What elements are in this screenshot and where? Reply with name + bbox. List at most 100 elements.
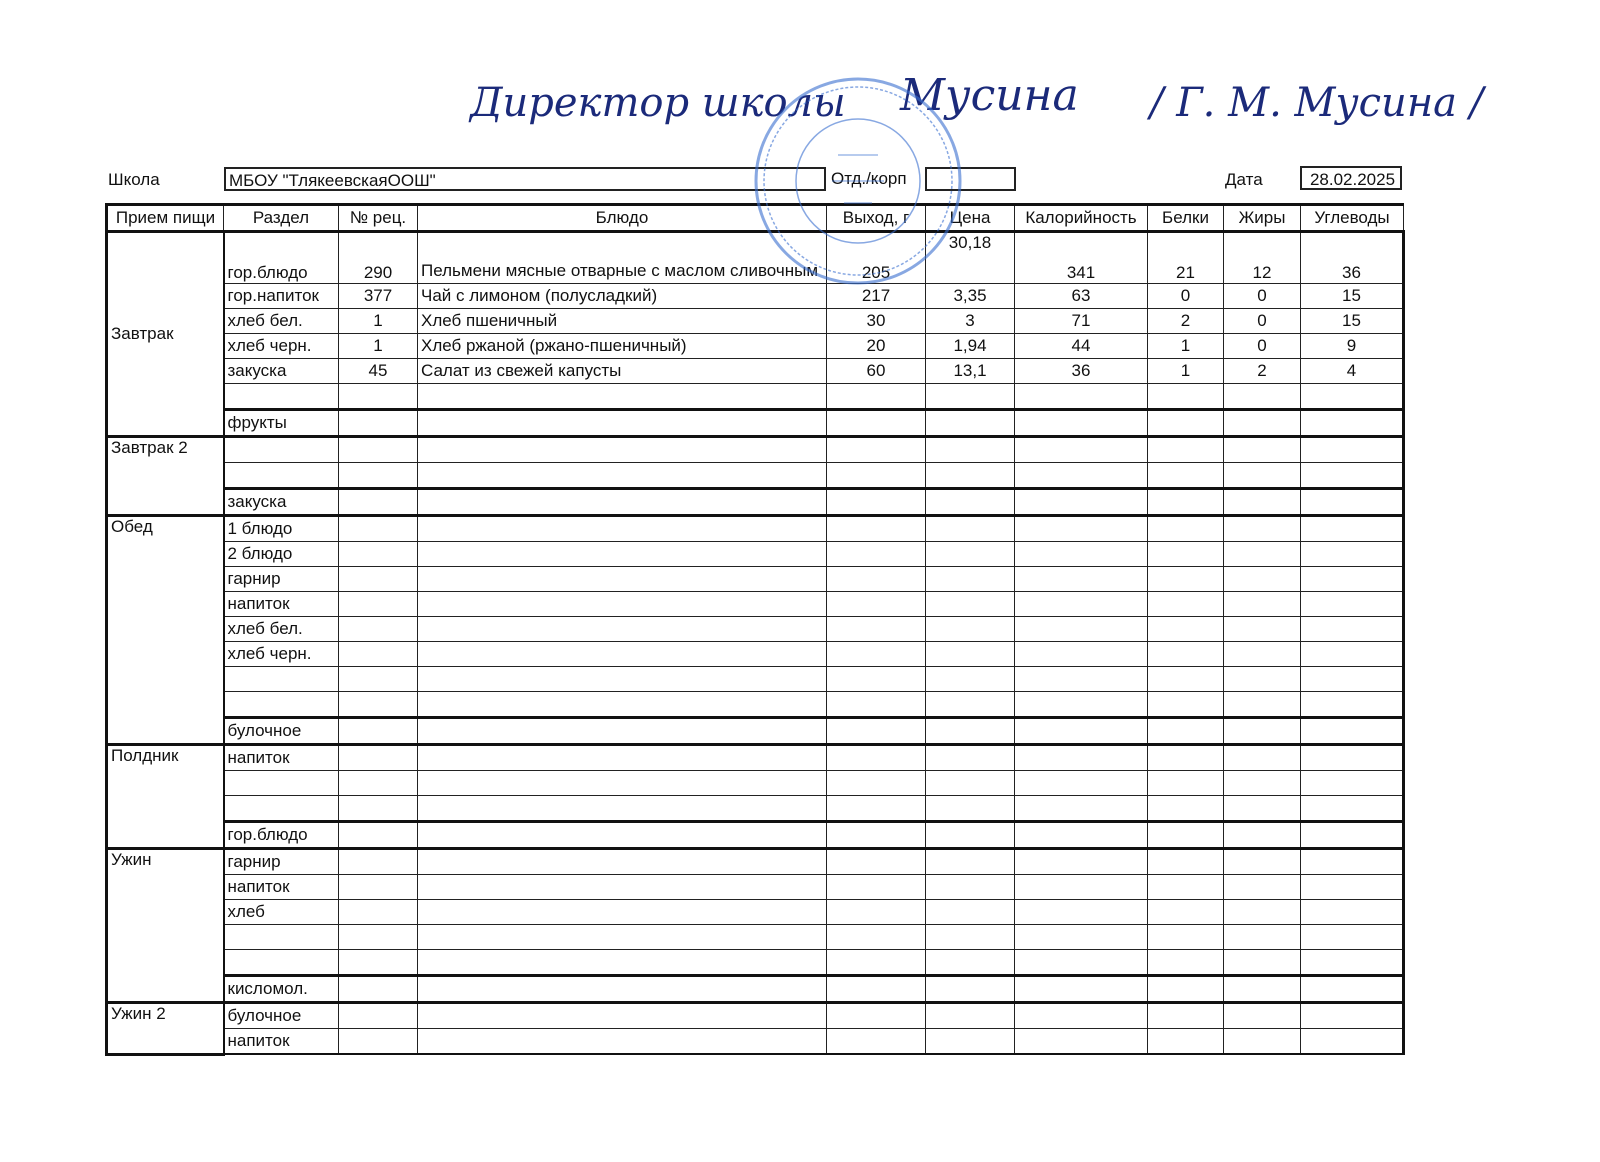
school-field: МБОУ "ТлякеевскаяООШ" [224,167,826,191]
cell-yield [826,974,926,1003]
cell-yield [826,514,926,542]
cell-carbs [1300,847,1405,875]
date-label: Дата [1225,170,1263,189]
cell-recipe [338,641,418,667]
cell-fat [1223,716,1301,745]
cell-yield [826,1001,926,1029]
column-header: Раздел [223,203,339,233]
cell-recipe [338,795,418,822]
cell-kcal [1014,641,1148,667]
cell-carbs [1300,820,1405,849]
cell-protein [1147,487,1224,516]
cell-kcal [1014,874,1148,900]
cell-section: гарнир [223,847,339,875]
cell-kcal [1014,820,1148,849]
cell-recipe [338,591,418,617]
cell-recipe [338,1001,418,1029]
cell-kcal: 71 [1014,308,1148,334]
cell-protein [1147,1028,1224,1055]
cell-carbs [1300,691,1405,718]
cell-fat [1223,1028,1301,1055]
cell-price: 13,1 [925,358,1015,384]
cell-section: фрукты [223,408,339,437]
cell-fat [1223,847,1301,875]
cell-kcal [1014,541,1148,567]
cell-dish [417,641,827,667]
cell-kcal [1014,383,1148,410]
cell-section: булочное [223,716,339,745]
cell-protein [1147,899,1224,925]
cell-kcal [1014,616,1148,642]
cell-recipe: 377 [338,283,418,309]
cell-carbs [1300,462,1405,489]
cell-dish [417,743,827,771]
cell-protein [1147,666,1224,692]
cell-protein [1147,924,1224,950]
cell-carbs [1300,949,1405,976]
cell-recipe [338,462,418,489]
cell-kcal [1014,847,1148,875]
cell-recipe [338,847,418,875]
cell-kcal [1014,795,1148,822]
cell-price [925,716,1015,745]
cell-dish [417,408,827,437]
cell-yield [826,541,926,567]
cell-protein [1147,847,1224,875]
cell-protein [1147,716,1224,745]
cell-fat [1223,462,1301,489]
cell-price [925,591,1015,617]
cell-carbs [1300,591,1405,617]
column-header: Выход, г [826,203,926,233]
table-row: Завтрак гор.блюдо 290 Пельмени мясные отвар… [105,230,1405,438]
column-header: № рец. [338,203,418,233]
cell-price [925,616,1015,642]
cell-protein [1147,770,1224,796]
cell-recipe [338,514,418,542]
cell-carbs [1300,514,1405,542]
cell-yield [826,591,926,617]
cell-protein [1147,949,1224,976]
cell-dish [417,591,827,617]
table-row: закуска [107,487,1405,516]
cell-yield [826,924,926,950]
cell-yield: 20 [826,333,926,359]
cell-yield [826,795,926,822]
cell-recipe [338,616,418,642]
cell-carbs [1300,716,1405,745]
cell-dish [417,541,827,567]
cell-carbs [1300,874,1405,900]
cell-section: гор.блюдо [223,820,339,849]
cell-fat: 0 [1223,283,1301,309]
cell-yield [826,487,926,516]
cell-dish [417,949,827,976]
cell-section [223,770,339,796]
cell-dish: Чай с лимоном (полусладкий) [417,283,827,309]
table-row [107,795,1405,822]
cell-recipe: 45 [338,358,418,384]
cell-section [223,949,339,976]
cell-price [925,641,1015,667]
table-row [107,691,1405,718]
cell-section [223,795,339,822]
table-row: хлеб черн. 1 Хлеб ржаной (ржано-пшеничный)… [107,333,1405,359]
cell-kcal: 341 [1014,230,1148,284]
cell-section [223,435,339,463]
table-row: гор.блюдо [107,820,1405,849]
dept-label: Отд./корп [831,169,907,188]
cell-yield [826,408,926,437]
cell-fat [1223,616,1301,642]
cell-protein [1147,435,1224,463]
cell-recipe [338,691,418,718]
cell-section [223,383,339,410]
cell-section: напиток [223,1028,339,1055]
signature-handwritten: Мусина [900,70,1079,121]
cell-price [925,874,1015,900]
cell-dish: Пельмени мясные отварные с маслом сливоч… [417,230,827,284]
cell-protein [1147,820,1224,849]
meal-name: Полдник [105,743,225,850]
cell-dish [417,847,827,875]
cell-carbs [1300,924,1405,950]
cell-section: напиток [223,743,339,771]
cell-price [925,770,1015,796]
cell-dish [417,566,827,592]
